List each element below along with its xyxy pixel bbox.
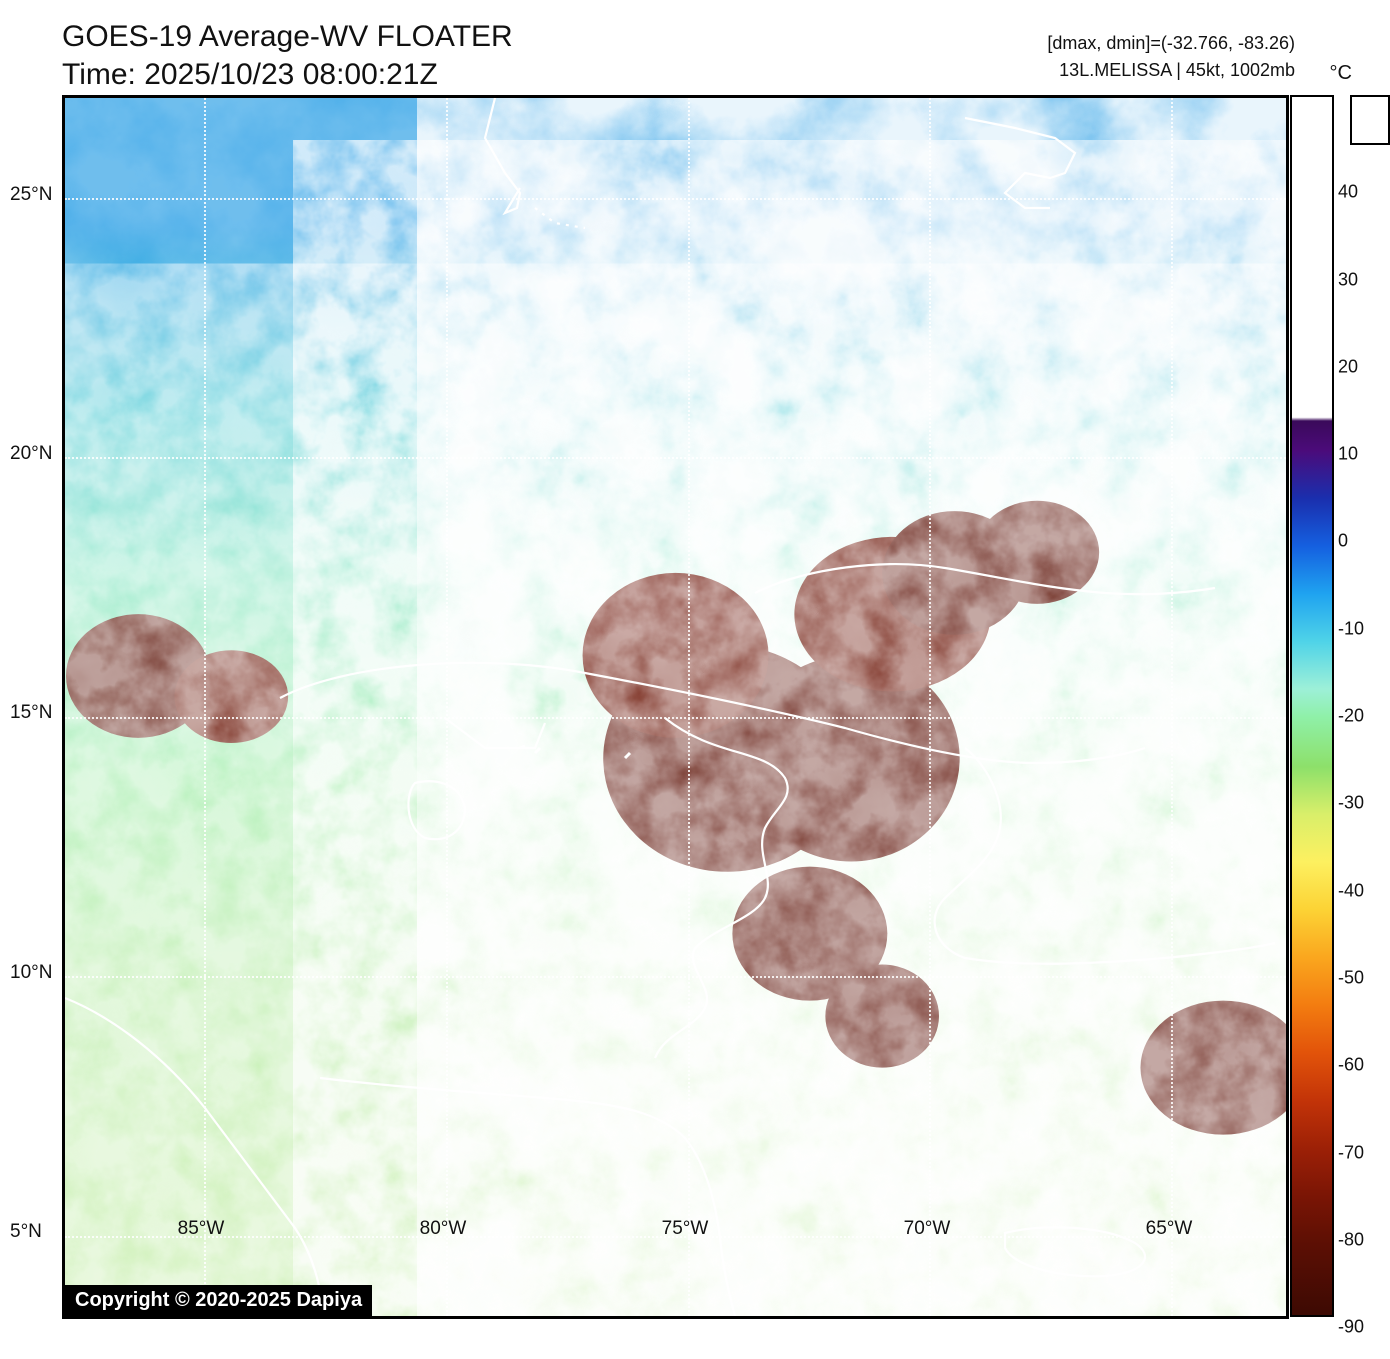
cb-tick-neg40: -40 xyxy=(1338,881,1364,902)
dmax-dmin-label: [dmax, dmin]=(-32.766, -83.26) xyxy=(1047,30,1295,57)
cb-tick-neg50: -50 xyxy=(1338,968,1364,989)
lon-label-70W: 70°W xyxy=(904,1218,951,1240)
legend-swatch-box[interactable] xyxy=(1350,95,1390,145)
cb-tick-neg20: -20 xyxy=(1338,706,1364,727)
lat-label-15N: 15°N xyxy=(10,702,52,724)
lat-label-25N: 25°N xyxy=(10,184,52,206)
storm-info-label: 13L.MELISSA | 45kt, 1002mb xyxy=(1047,57,1295,84)
lat-lon-grid xyxy=(65,98,1286,1316)
timestamp-title: Time: 2025/10/23 08:00:21Z xyxy=(62,56,513,94)
lon-label-75W: 75°W xyxy=(662,1218,709,1240)
header-title-block: GOES-19 Average-WV FLOATER Time: 2025/10… xyxy=(62,18,513,93)
lat-label-10N: 10°N xyxy=(10,962,52,984)
cb-tick-neg70: -70 xyxy=(1338,1143,1364,1164)
cb-tick-20: 20 xyxy=(1338,357,1358,378)
satellite-map-image[interactable]: Copyright © 2020-2025 Dapiya xyxy=(62,95,1289,1319)
cb-tick-neg10: -10 xyxy=(1338,619,1364,640)
lat-label-20N: 20°N xyxy=(10,443,52,465)
cb-tick-neg30: -30 xyxy=(1338,793,1364,814)
cb-tick-neg90: -90 xyxy=(1338,1317,1364,1338)
satellite-image-root: GOES-19 Average-WV FLOATER Time: 2025/10… xyxy=(0,0,1390,1359)
cb-tick-neg60: -60 xyxy=(1338,1055,1364,1076)
lat-label-5N: 5°N xyxy=(10,1221,42,1243)
lon-label-65W: 65°W xyxy=(1146,1218,1193,1240)
lon-label-85W: 85°W xyxy=(178,1218,225,1240)
main-title: GOES-19 Average-WV FLOATER xyxy=(62,18,513,56)
storm-info-block: [dmax, dmin]=(-32.766, -83.26) 13L.MELIS… xyxy=(1047,30,1295,84)
cb-tick-30: 30 xyxy=(1338,270,1358,291)
lon-label-80W: 80°W xyxy=(420,1218,467,1240)
cb-tick-neg80: -80 xyxy=(1338,1230,1364,1251)
colorbar-gradient xyxy=(1290,95,1334,1317)
cb-tick-10: 10 xyxy=(1338,444,1358,465)
unit-label: °C xyxy=(1330,62,1352,85)
colorbar[interactable]: 40 30 20 10 0 -10 -20 -30 -40 -50 -60 -7… xyxy=(1290,95,1330,1313)
cb-tick-0: 0 xyxy=(1338,531,1348,552)
cb-tick-40: 40 xyxy=(1338,182,1358,203)
copyright-badge: Copyright © 2020-2025 Dapiya xyxy=(65,1285,372,1316)
